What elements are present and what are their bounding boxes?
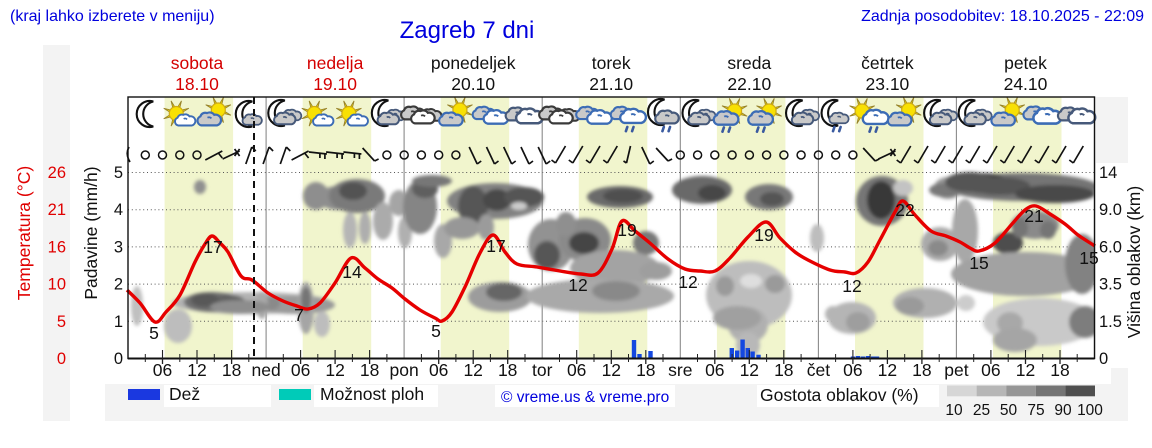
svg-text:Dež: Dež (169, 384, 200, 404)
svg-text:2: 2 (114, 276, 123, 294)
svg-text:6.0: 6.0 (1099, 238, 1122, 256)
svg-text:1.5: 1.5 (1099, 313, 1122, 331)
svg-text:18: 18 (498, 360, 517, 380)
svg-text:18: 18 (360, 360, 379, 380)
svg-text:sreda: sreda (727, 53, 771, 73)
svg-text:(kraj lahko izberete v meniju): (kraj lahko izberete v meniju) (10, 8, 215, 25)
svg-text:12: 12 (1016, 360, 1035, 380)
svg-text:14: 14 (1099, 164, 1117, 182)
svg-text:tor: tor (532, 360, 553, 380)
svg-text:22: 22 (895, 200, 914, 220)
svg-text:19: 19 (617, 220, 636, 240)
svg-text:sre: sre (668, 360, 692, 380)
svg-text:06: 06 (153, 360, 172, 380)
svg-text:17: 17 (203, 237, 222, 257)
svg-text:četrtek: četrtek (861, 53, 914, 73)
svg-text:90: 90 (1054, 402, 1072, 419)
svg-text:1: 1 (114, 313, 123, 331)
svg-text:© vreme.us & vreme.pro: © vreme.us & vreme.pro (501, 389, 669, 406)
svg-text:75: 75 (1027, 402, 1044, 419)
svg-text:06: 06 (843, 360, 862, 380)
svg-text:21.10: 21.10 (589, 74, 633, 94)
svg-text:12: 12 (463, 360, 482, 380)
svg-text:7: 7 (294, 305, 304, 325)
svg-text:4: 4 (114, 201, 123, 219)
svg-text:5: 5 (431, 321, 441, 341)
svg-text:12: 12 (878, 360, 897, 380)
svg-text:12: 12 (325, 360, 344, 380)
svg-text:5: 5 (149, 323, 159, 343)
svg-text:0: 0 (1099, 350, 1108, 368)
svg-text:Temperatura (°C): Temperatura (°C) (14, 166, 34, 300)
svg-text:18: 18 (912, 360, 931, 380)
svg-text:18: 18 (774, 360, 793, 380)
svg-text:50: 50 (1000, 402, 1018, 419)
svg-text:25: 25 (973, 402, 990, 419)
svg-text:10: 10 (48, 276, 66, 294)
svg-text:06: 06 (291, 360, 310, 380)
svg-text:12: 12 (602, 360, 621, 380)
svg-text:16: 16 (48, 238, 66, 256)
svg-text:Zagreb 7 dni: Zagreb 7 dni (400, 17, 535, 44)
svg-text:nedelja: nedelja (307, 53, 364, 73)
svg-text:Zadnja posodobitev: 18.10.2025: Zadnja posodobitev: 18.10.2025 - 22:09 (861, 8, 1144, 25)
svg-text:23.10: 23.10 (866, 74, 910, 94)
svg-text:sobota: sobota (171, 53, 224, 73)
svg-text:9.0: 9.0 (1099, 201, 1122, 219)
svg-text:12: 12 (568, 275, 587, 295)
svg-text:12: 12 (678, 272, 697, 292)
svg-text:17: 17 (486, 236, 505, 256)
svg-text:19: 19 (754, 225, 773, 245)
svg-text:0: 0 (57, 350, 66, 368)
svg-text:18: 18 (222, 360, 241, 380)
svg-text:ned: ned (251, 360, 280, 380)
svg-text:26: 26 (48, 164, 66, 182)
svg-text:12: 12 (842, 276, 861, 296)
svg-text:19.10: 19.10 (313, 74, 357, 94)
svg-text:14: 14 (342, 262, 362, 282)
svg-text:18: 18 (636, 360, 655, 380)
svg-text:22.10: 22.10 (727, 74, 771, 94)
svg-text:pon: pon (389, 360, 418, 380)
svg-text:5: 5 (114, 164, 123, 182)
svg-text:15: 15 (1079, 248, 1098, 268)
svg-text:3.5: 3.5 (1099, 276, 1122, 294)
svg-text:10: 10 (945, 402, 963, 419)
svg-text:3: 3 (114, 238, 123, 256)
svg-text:ponedeljek: ponedeljek (431, 53, 516, 73)
svg-text:06: 06 (429, 360, 448, 380)
svg-text:Padavine (mm/h): Padavine (mm/h) (81, 166, 101, 299)
svg-text:21: 21 (48, 201, 66, 219)
svg-text:21: 21 (1024, 206, 1043, 226)
svg-text:12: 12 (187, 360, 206, 380)
svg-text:12: 12 (740, 360, 759, 380)
svg-text:5: 5 (57, 313, 66, 331)
svg-text:15: 15 (969, 253, 988, 273)
svg-text:06: 06 (567, 360, 586, 380)
svg-text:06: 06 (981, 360, 1000, 380)
svg-text:Gostota oblakov (%): Gostota oblakov (%) (760, 385, 919, 405)
svg-text:18: 18 (1050, 360, 1069, 380)
svg-text:0: 0 (114, 350, 123, 368)
svg-text:06: 06 (705, 360, 724, 380)
svg-text:100: 100 (1077, 402, 1103, 419)
svg-text:24.10: 24.10 (1004, 74, 1048, 94)
svg-text:18.10: 18.10 (175, 74, 219, 94)
svg-text:Možnost ploh: Možnost ploh (320, 384, 424, 404)
svg-text:torek: torek (592, 53, 631, 73)
svg-text:čet: čet (807, 360, 830, 380)
svg-text:petek: petek (1004, 53, 1047, 73)
svg-text:20.10: 20.10 (451, 74, 495, 94)
svg-text:pet: pet (944, 360, 968, 380)
svg-text:Višina oblakov (km): Višina oblakov (km) (1124, 186, 1144, 338)
